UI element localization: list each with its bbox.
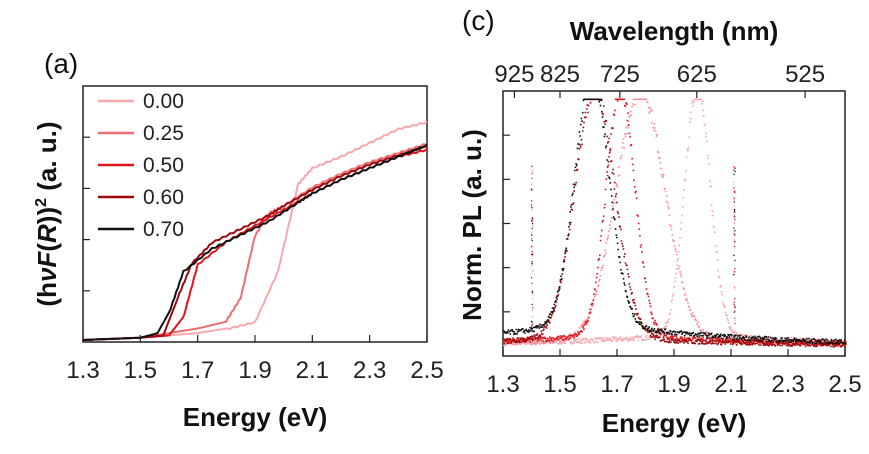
panel-c-x-tick-label: 1.7: [600, 371, 633, 398]
legend-label-0.00: 0.00: [143, 90, 184, 113]
panel-c-top-tick-label: 625: [677, 61, 717, 88]
panel-a-plot-frame: [82, 85, 428, 343]
panel-c-top-tick-label: 925: [494, 61, 534, 88]
legend-label-0.70: 0.70: [143, 218, 184, 241]
panel-c-label: (c): [462, 5, 495, 36]
panel-c-x-tick-label: 2.1: [714, 371, 747, 398]
panel-c: (c) Wavelength (nm) 1.3 1.5 1.7 1.9 2.1 2.3 2.…: [457, 5, 862, 438]
panel-c-top-tick-label: 525: [785, 61, 825, 88]
panel-a-legend: 0.00 0.25 0.50 0.60 0.70: [98, 90, 184, 241]
panel-a-label: (a): [44, 48, 78, 79]
panel-a-series-line-0.50: [82, 148, 428, 341]
panel-c-top-axis-label: Wavelength (nm): [570, 16, 778, 46]
panel-a-x-tick-label: 2.1: [296, 357, 329, 384]
legend-label-0.60: 0.60: [143, 186, 184, 209]
panel-a-x-tick-label: 2.3: [353, 357, 386, 384]
panel-a-x-ticks: 1.3 1.5 1.7 1.9 2.1 2.3 2.5: [66, 136, 444, 384]
panel-a-lines: [82, 120, 428, 341]
panel-a-x-tick-label: 2.5: [410, 357, 443, 384]
panel-c-x-tick-label: 1.9: [657, 371, 690, 398]
panel-c-top-tick-label: 725: [600, 61, 640, 88]
panel-a-x-tick-label: 1.3: [66, 357, 99, 384]
panel-a-x-tick-label: 1.7: [181, 357, 214, 384]
legend-label-0.25: 0.25: [143, 122, 184, 145]
panel-a-series-line-0.25: [82, 143, 428, 341]
panel-a-series-line-0.60: [82, 145, 428, 341]
legend-label-0.50: 0.50: [143, 154, 184, 177]
panel-a: (a) 1.3 1.5 1.7 1.9 2.1 2.3 2.5 0.000.250.500.…: [32, 48, 444, 432]
panel-c-x-tick-label: 1.5: [543, 371, 576, 398]
panel-c-x-tick-label: 1.3: [486, 371, 519, 398]
panel-a-x-tick-label: 1.9: [238, 357, 271, 384]
panel-c-plot-frame: [502, 90, 846, 357]
panel-a-y-axis-label: (hνF(R))2 (a. u.): [32, 121, 62, 306]
panel-a-series-line-0.70: [82, 143, 428, 341]
panel-c-top-x-ticks: 925 825 725 625 525: [494, 61, 825, 98]
panel-a-x-axis-label: Energy (eV): [183, 402, 328, 432]
panel-a-x-tick-label: 1.5: [124, 357, 157, 384]
panel-c-x-tick-label: 2.3: [771, 371, 804, 398]
panel-c-x-tick-label: 2.5: [828, 371, 861, 398]
panel-a-series-line-0.00: [82, 120, 428, 341]
panel-c-y-axis-label: Norm. PL (a. u.): [457, 129, 487, 321]
panel-c-x-ticks: 1.3 1.5 1.7 1.9 2.1 2.3 2.5: [486, 134, 862, 398]
panel-c-x-axis-label: Energy (eV): [602, 408, 747, 438]
panel-c-top-tick-label: 825: [540, 61, 580, 88]
panel-c-scatter-points: [503, 98, 847, 348]
